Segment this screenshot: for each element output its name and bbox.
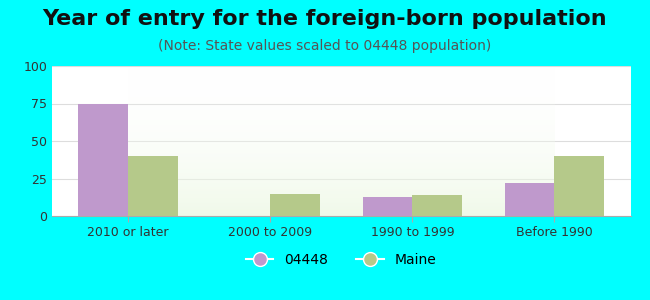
Bar <box>363 196 412 216</box>
Legend: 04448, Maine: 04448, Maine <box>240 247 443 272</box>
Text: (Note: State values scaled to 04448 population): (Note: State values scaled to 04448 popu… <box>159 39 491 53</box>
Bar <box>128 156 178 216</box>
Text: Year of entry for the foreign-born population: Year of entry for the foreign-born popul… <box>43 9 607 29</box>
Bar <box>270 194 320 216</box>
Bar <box>504 183 554 216</box>
Bar <box>412 195 462 216</box>
Bar <box>78 103 128 216</box>
Bar <box>554 156 604 216</box>
